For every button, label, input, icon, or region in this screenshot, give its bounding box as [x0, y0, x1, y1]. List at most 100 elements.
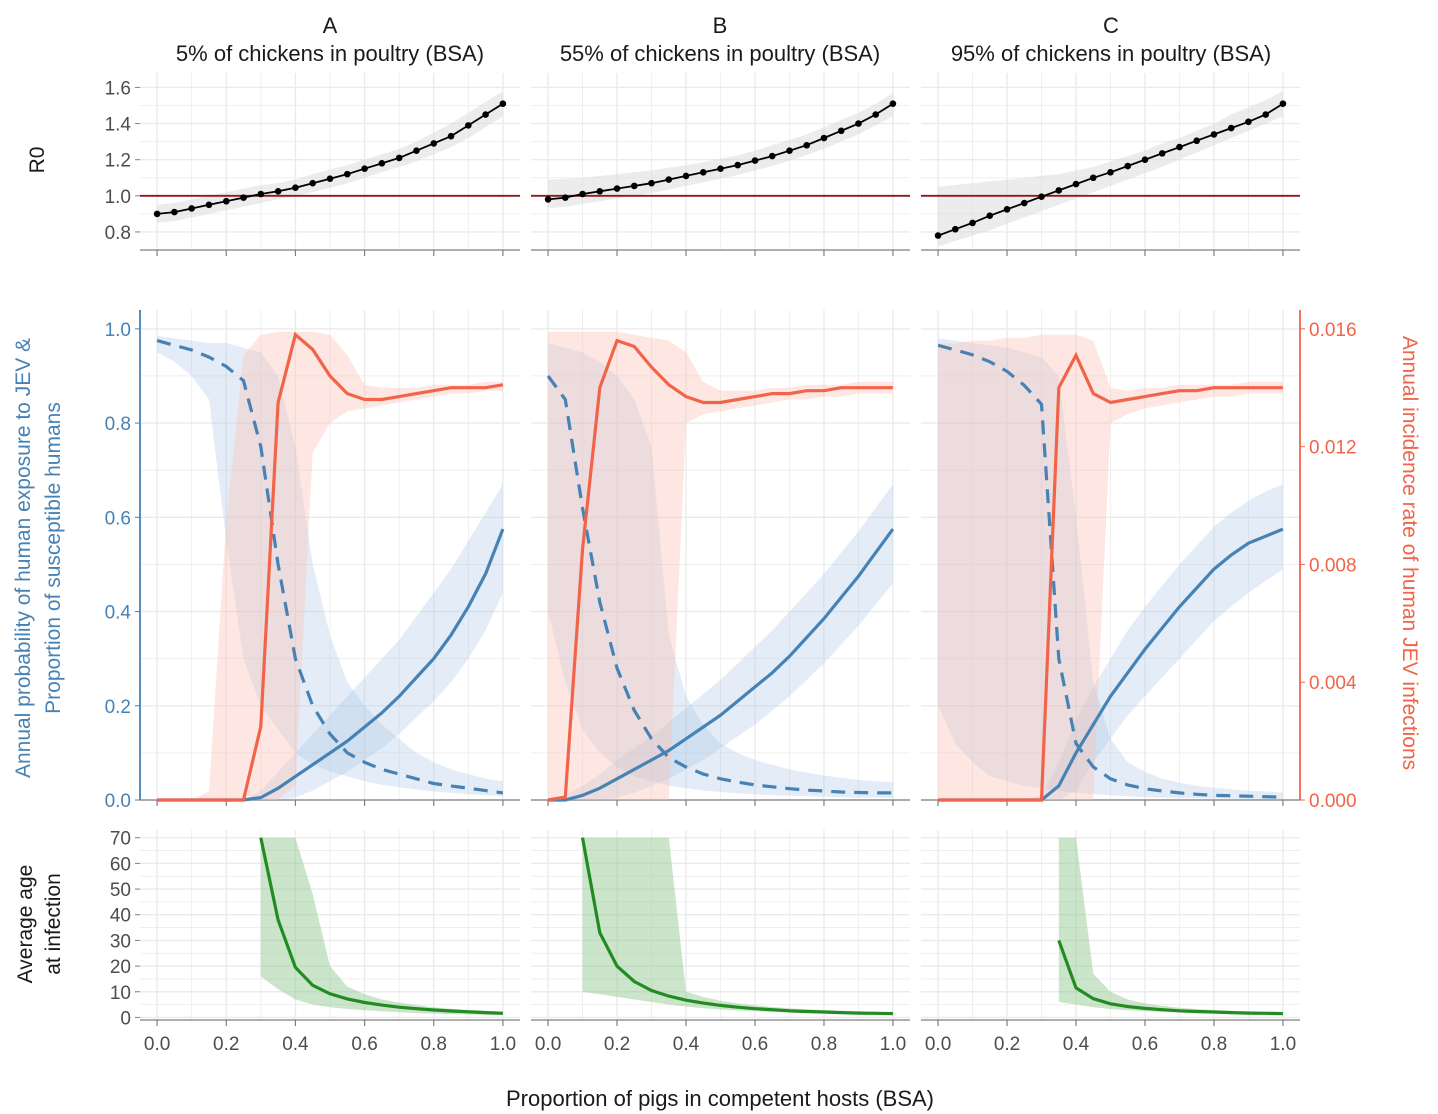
x-tick-label: 1.0	[1270, 1034, 1296, 1055]
age-y-tick-label: 60	[110, 854, 131, 875]
r0-point	[171, 208, 178, 216]
r0-point	[274, 188, 282, 195]
r0-point	[596, 188, 604, 195]
left-y-tick-label: 0.0	[105, 791, 131, 812]
x-tick-label: 0.6	[1132, 1034, 1158, 1055]
r0-point	[378, 160, 386, 167]
age-y-tick-label: 40	[110, 906, 131, 927]
age-y-tick-label: 30	[110, 931, 131, 952]
age-ylabel-line2: at infection	[42, 873, 65, 975]
susceptible-ci-band	[157, 335, 503, 797]
panel-a-subtitle: 5% of chickens in poultry (BSA)	[176, 41, 484, 66]
age-y-tick-label: 20	[110, 957, 131, 978]
susceptible-ci-band	[548, 343, 893, 799]
exposure-ylabel-line2: Proportion of susceptible humans	[42, 402, 65, 714]
x-tick-label: 0.2	[994, 1034, 1020, 1055]
x-tick-label: 0.0	[144, 1034, 170, 1055]
r0-point	[326, 175, 334, 182]
age-line	[1057, 939, 1283, 1016]
susceptible-ci-band	[938, 338, 1283, 800]
panel-c-age-plot: 0.0 0.2 0.4 0.6 0.8 1.0	[925, 837, 1296, 1055]
r0-point	[1245, 118, 1252, 126]
r0-point	[188, 205, 195, 212]
age-ci-band	[1058, 837, 1283, 1015]
x-tick-label: 0.4	[673, 1034, 700, 1055]
panel-a-r0-plot: 0.8 1.0 1.2 1.4 1.6	[105, 78, 520, 244]
r0-ci-band	[157, 91, 503, 223]
incidence-line	[938, 351, 1283, 802]
r0-y-tick-label: 1.2	[105, 151, 131, 172]
r0-point	[1124, 162, 1132, 170]
r0-point	[951, 225, 959, 233]
right-y-tick-label: 0.016	[1309, 320, 1357, 341]
x-tick-label: 0.6	[742, 1034, 768, 1055]
r0-ci-band	[938, 91, 1283, 247]
panel-b-r0-plot	[531, 92, 910, 209]
r0-point	[1089, 174, 1097, 182]
r0-point	[499, 100, 507, 108]
right-y-tick-label: 0.000	[1309, 791, 1357, 812]
r0-point	[222, 197, 230, 205]
age-y-tick-label: 0	[120, 1008, 131, 1029]
r0-point	[561, 194, 569, 201]
panel-a-letter: A	[323, 13, 338, 38]
x-tick-label: 1.0	[880, 1034, 906, 1055]
left-y-tick-label: 0.6	[105, 508, 131, 529]
r0-point	[292, 184, 299, 191]
x-tick-label: 1.0	[490, 1034, 516, 1055]
r0-point	[682, 172, 690, 180]
r0-point	[482, 111, 489, 118]
panel-b-exposure_incidence-grid	[531, 310, 910, 806]
susceptible-line	[156, 339, 504, 795]
incidence-line	[157, 331, 504, 802]
right-y-tick-label: 0.004	[1309, 673, 1357, 694]
x-tick-label: 0.4	[1063, 1034, 1090, 1055]
r0-point	[240, 194, 247, 201]
incidence-ylabel: Annual incidence rate of human JEV infec…	[1398, 336, 1421, 770]
age-y-tick-label: 10	[110, 983, 131, 1004]
r0-point	[889, 100, 897, 108]
r0-point	[1107, 169, 1114, 176]
r0-ylabel: R0	[26, 147, 49, 174]
r0-point	[413, 147, 420, 154]
age-line	[259, 837, 503, 1015]
x-tick-label: 0.8	[811, 1034, 837, 1055]
r0-point	[630, 182, 638, 190]
r0-point	[1072, 180, 1080, 188]
panel-c-exposure-plot: 0.000 0.004 0.008 0.012 0.016	[937, 310, 1357, 812]
r0-point	[786, 147, 793, 154]
panel-a-R0-grid	[140, 73, 520, 256]
age-ci-band	[260, 837, 503, 1016]
r0-point	[447, 132, 455, 140]
r0-y-tick-label: 0.8	[105, 223, 131, 244]
exposure-ci-band	[938, 484, 1283, 800]
exposure-ci-band	[548, 484, 893, 800]
age-y-tick-label: 50	[110, 880, 131, 901]
exposure-ci-band	[157, 484, 503, 800]
r0-point	[1279, 100, 1287, 108]
panel-a-exposure-plot: 0.0 0.2 0.4 0.6 0.8 1.0	[105, 310, 505, 812]
r0-point	[699, 169, 707, 176]
left-y-tick-label: 0.4	[105, 603, 132, 624]
r0-point	[872, 111, 880, 118]
incidence-ci-band	[548, 331, 893, 800]
panel-c-r0-plot	[921, 91, 1300, 247]
r0-point	[934, 232, 942, 239]
exposure-ylabel-line1: Annual probability of human exposure to …	[12, 338, 35, 778]
r0-point	[1227, 124, 1235, 132]
x-tick-label: 0.2	[604, 1034, 630, 1055]
panel-b-age-plot: 0.0 0.2 0.4 0.6 0.8 1.0	[535, 837, 906, 1055]
age-ylabel-line1: Average age	[14, 865, 37, 984]
x-tick-label: 0.0	[535, 1034, 561, 1055]
r0-point	[1176, 143, 1183, 151]
r0-point	[1262, 111, 1270, 118]
age-line	[580, 837, 893, 1016]
x-tick-label: 0.4	[282, 1034, 309, 1055]
r0-point	[257, 190, 265, 198]
r0-point	[395, 154, 403, 162]
r0-point	[1210, 131, 1218, 138]
r0-point	[969, 219, 976, 227]
r0-point	[1158, 150, 1166, 157]
r0-point	[734, 161, 742, 169]
r0-point	[430, 140, 438, 147]
